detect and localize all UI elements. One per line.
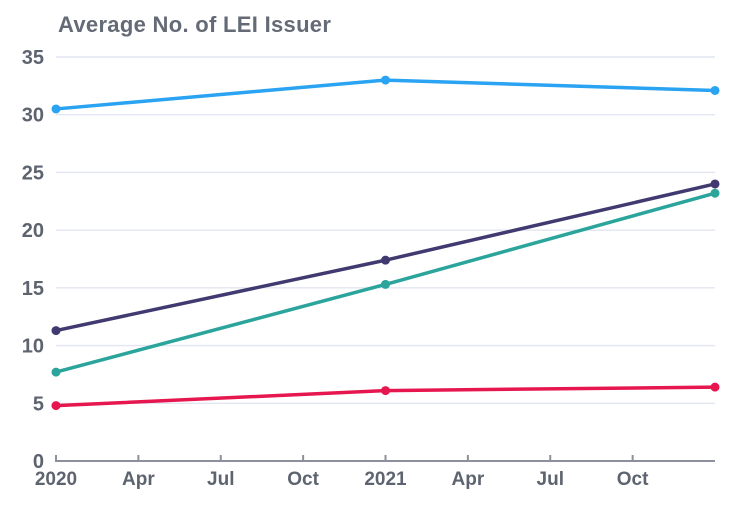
y-axis-label-15: 15 [22, 278, 44, 300]
y-axis-label-5: 5 [33, 393, 44, 415]
x-axis-label-2020-0: 2020 [35, 469, 77, 490]
y-axis-label-20: 20 [22, 220, 44, 242]
teal-series-point-1[interactable] [381, 279, 390, 289]
y-axis-label-0: 0 [33, 451, 44, 473]
sky-blue-series-point-2[interactable] [710, 85, 720, 95]
y-axis-label-35: 35 [22, 47, 44, 69]
teal-series-point-0[interactable] [51, 367, 61, 377]
x-axis-label-jul-6: Jul [537, 469, 564, 490]
indigo-series-point-1[interactable] [381, 255, 390, 265]
y-axis-label-25: 25 [22, 162, 44, 184]
chart-title: Average No. of LEI Issuer [58, 12, 332, 37]
x-axis-label-apr-1: Apr [122, 469, 155, 490]
y-axis-label-10: 10 [22, 336, 44, 358]
teal-series-point-2[interactable] [710, 188, 720, 198]
y-axis-label-30: 30 [22, 105, 44, 127]
x-axis-label-2021-4: 2021 [364, 469, 407, 490]
x-axis-label-oct-7: Oct [617, 469, 649, 490]
crimson-series-point-1[interactable] [381, 386, 390, 396]
sky-blue-series-point-0[interactable] [51, 104, 61, 114]
crimson-series-point-0[interactable] [51, 401, 61, 411]
x-axis-label-oct-3: Oct [287, 469, 319, 490]
indigo-series-point-0[interactable] [51, 326, 61, 336]
x-axis-label-apr-5: Apr [452, 469, 485, 490]
sky-blue-series-point-1[interactable] [381, 75, 390, 85]
crimson-series-point-2[interactable] [710, 382, 720, 392]
indigo-series-point-2[interactable] [710, 179, 720, 189]
x-axis-label-jul-2: Jul [207, 469, 234, 490]
